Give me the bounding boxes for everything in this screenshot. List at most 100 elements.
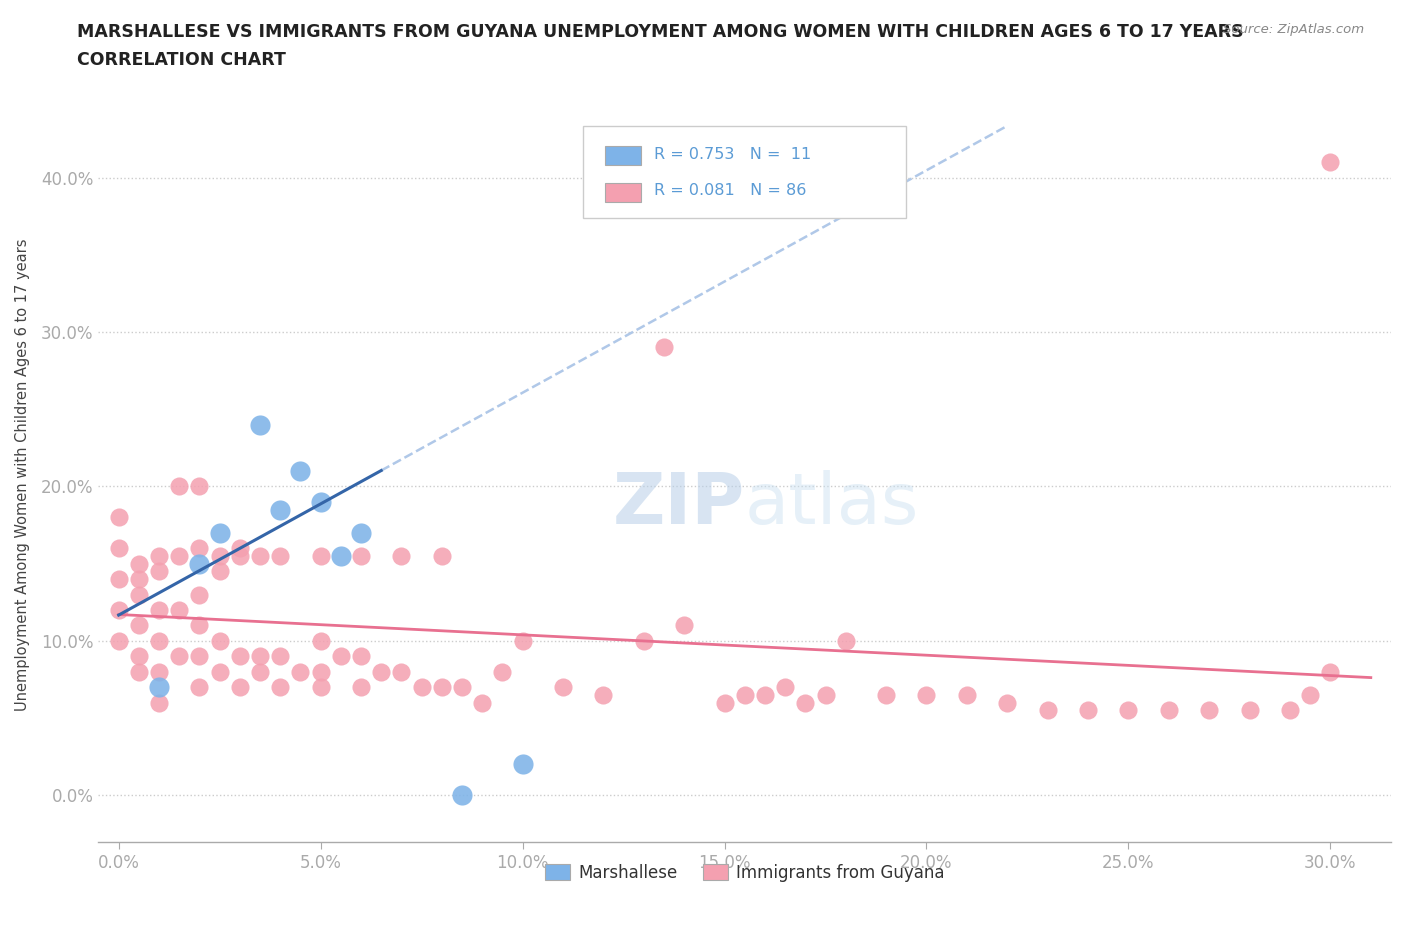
Point <box>633 633 655 648</box>
Point <box>329 649 352 664</box>
Point <box>430 549 453 564</box>
Point <box>167 603 190 618</box>
Point <box>107 541 129 556</box>
Point <box>551 680 574 695</box>
Point <box>389 549 412 564</box>
Point <box>389 664 412 679</box>
Point <box>309 680 332 695</box>
Point <box>350 680 373 695</box>
Point <box>229 549 252 564</box>
Point <box>1299 687 1322 702</box>
Text: Source: ZipAtlas.com: Source: ZipAtlas.com <box>1223 23 1364 36</box>
Point <box>188 649 211 664</box>
Point <box>167 649 190 664</box>
FancyBboxPatch shape <box>605 183 641 202</box>
Point <box>491 664 513 679</box>
FancyBboxPatch shape <box>605 146 641 166</box>
Point <box>350 525 373 540</box>
Point <box>269 680 291 695</box>
Point <box>188 680 211 695</box>
Point <box>652 340 675 355</box>
Point <box>148 564 170 578</box>
Point <box>249 418 271 432</box>
Point <box>188 556 211 571</box>
Point <box>208 549 231 564</box>
Point <box>208 664 231 679</box>
Point <box>249 664 271 679</box>
Point <box>1036 703 1059 718</box>
Point <box>835 633 858 648</box>
Point <box>148 633 170 648</box>
Point <box>269 502 291 517</box>
Point <box>734 687 756 702</box>
Point <box>1157 703 1180 718</box>
Point <box>128 664 150 679</box>
Point <box>451 788 474 803</box>
Point <box>128 556 150 571</box>
Point <box>167 549 190 564</box>
Point <box>229 649 252 664</box>
Point <box>794 696 817 711</box>
Point <box>309 495 332 510</box>
Point <box>350 649 373 664</box>
Point <box>107 603 129 618</box>
Point <box>249 649 271 664</box>
Point <box>1279 703 1302 718</box>
Point <box>1319 154 1341 169</box>
Point <box>309 549 332 564</box>
Point <box>995 696 1018 711</box>
Point <box>128 618 150 633</box>
Point <box>875 687 897 702</box>
Point <box>430 680 453 695</box>
Legend: Marshallese, Immigrants from Guyana: Marshallese, Immigrants from Guyana <box>538 857 950 888</box>
Point <box>128 572 150 587</box>
Point <box>309 664 332 679</box>
Text: CORRELATION CHART: CORRELATION CHART <box>77 51 287 69</box>
Point <box>512 633 534 648</box>
Point <box>167 479 190 494</box>
Text: MARSHALLESE VS IMMIGRANTS FROM GUYANA UNEMPLOYMENT AMONG WOMEN WITH CHILDREN AGE: MARSHALLESE VS IMMIGRANTS FROM GUYANA UN… <box>77 23 1244 41</box>
Point <box>290 664 312 679</box>
Point <box>188 541 211 556</box>
Point <box>269 649 291 664</box>
Point <box>673 618 696 633</box>
Point <box>451 680 474 695</box>
FancyBboxPatch shape <box>583 126 907 218</box>
Text: atlas: atlas <box>745 470 920 538</box>
Point <box>915 687 938 702</box>
Point <box>512 757 534 772</box>
Point <box>773 680 796 695</box>
Point <box>128 587 150 602</box>
Point <box>1239 703 1261 718</box>
Point <box>329 549 352 564</box>
Point <box>269 549 291 564</box>
Point <box>148 549 170 564</box>
Point <box>148 603 170 618</box>
Text: ZIP: ZIP <box>613 470 745 538</box>
Point <box>128 649 150 664</box>
Point <box>1118 703 1140 718</box>
Point <box>208 525 231 540</box>
Point <box>208 633 231 648</box>
Point <box>290 463 312 478</box>
Point <box>370 664 392 679</box>
Point <box>1077 703 1099 718</box>
Point <box>208 564 231 578</box>
Text: R = 0.081   N = 86: R = 0.081 N = 86 <box>654 183 807 198</box>
Point <box>107 572 129 587</box>
Point <box>249 549 271 564</box>
Point <box>229 680 252 695</box>
Point <box>713 696 735 711</box>
Point <box>148 680 170 695</box>
Point <box>309 633 332 648</box>
Point <box>107 510 129 525</box>
Point <box>1198 703 1220 718</box>
Point <box>107 633 129 648</box>
Point <box>814 687 837 702</box>
Point <box>754 687 776 702</box>
Point <box>148 696 170 711</box>
Point <box>188 618 211 633</box>
Point <box>229 541 252 556</box>
Point <box>350 549 373 564</box>
Point <box>956 687 979 702</box>
